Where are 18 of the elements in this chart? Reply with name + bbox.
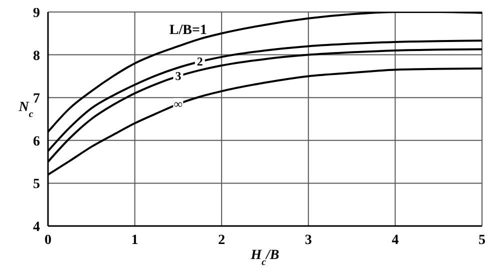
x-tick-label: 0 xyxy=(44,232,52,248)
x-tick-label: 2 xyxy=(218,232,226,248)
x-tick-label: 3 xyxy=(304,232,312,248)
x-axis-title: H$_{c}$/B xyxy=(250,248,280,268)
x-tick-label: 4 xyxy=(392,232,399,248)
series-label: L/B=1 xyxy=(169,23,207,38)
y-tick-label: 6 xyxy=(33,134,40,150)
series-label: 2 xyxy=(196,54,203,69)
x-tick-label: 5 xyxy=(478,232,486,248)
y-tick-label: 7 xyxy=(33,92,40,107)
x-tick-label: 1 xyxy=(131,232,138,248)
y-axis-title: N$_{c}$ xyxy=(18,100,34,120)
y-tick-label: 8 xyxy=(33,48,40,64)
y-tick-label: 9 xyxy=(33,6,40,21)
y-tick-label: 5 xyxy=(33,177,40,192)
y-tick-label: 4 xyxy=(33,220,40,235)
series-label: 3 xyxy=(175,69,182,84)
series-label: ∞ xyxy=(174,97,183,112)
